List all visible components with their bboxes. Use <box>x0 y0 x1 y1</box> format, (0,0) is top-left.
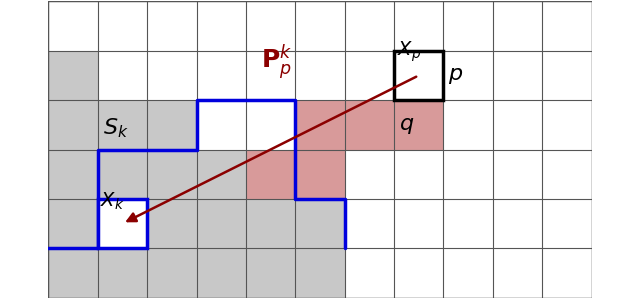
Bar <box>98 248 147 298</box>
Bar <box>147 199 196 248</box>
Bar <box>295 150 345 199</box>
Bar <box>345 100 394 150</box>
Bar <box>246 150 295 199</box>
Bar <box>98 100 147 150</box>
Bar <box>49 248 98 298</box>
Bar <box>147 100 196 150</box>
Bar <box>394 100 444 150</box>
Bar <box>196 150 246 199</box>
Text: $\mathbf{P}_p^k$: $\mathbf{P}_p^k$ <box>260 42 292 82</box>
Bar <box>49 51 98 100</box>
Bar <box>98 199 147 248</box>
Bar <box>49 199 98 248</box>
Bar <box>147 248 196 298</box>
Bar <box>394 51 444 100</box>
Text: $X_p$: $X_p$ <box>397 39 420 64</box>
Bar <box>147 150 196 199</box>
Text: $S_k$: $S_k$ <box>103 117 129 140</box>
Text: $p$: $p$ <box>449 66 463 86</box>
Bar <box>196 248 246 298</box>
Bar <box>49 150 98 199</box>
Text: $X_k$: $X_k$ <box>100 190 125 212</box>
Bar <box>246 248 295 298</box>
Bar <box>295 100 345 150</box>
Bar <box>394 51 444 100</box>
Bar <box>295 199 345 248</box>
Bar <box>49 100 98 150</box>
Bar <box>98 150 147 199</box>
Bar <box>295 248 345 298</box>
Bar <box>98 199 147 248</box>
Bar <box>246 199 295 248</box>
Bar <box>196 199 246 248</box>
Text: $q$: $q$ <box>399 116 414 136</box>
